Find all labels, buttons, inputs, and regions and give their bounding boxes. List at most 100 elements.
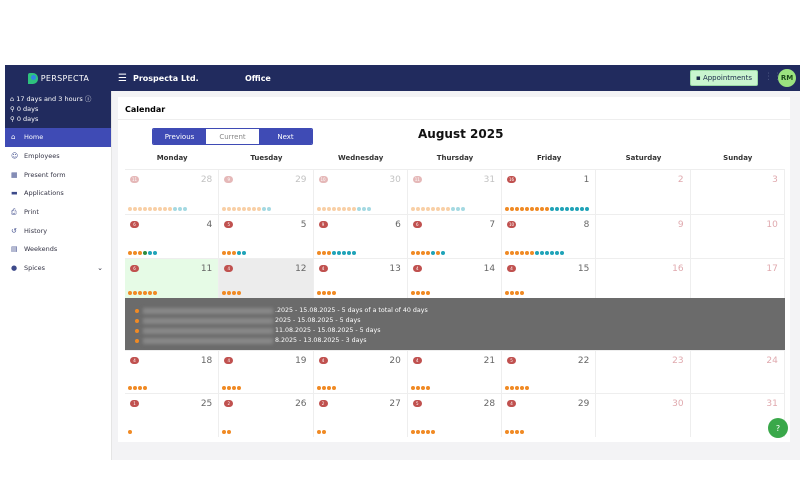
event-dot[interactable] [510, 251, 515, 255]
day-cell[interactable]: 2 27 [313, 394, 408, 437]
event-dot[interactable] [410, 207, 415, 211]
event-dot[interactable] [237, 251, 242, 255]
event-dot[interactable] [430, 430, 435, 434]
day-cell[interactable]: 4 20 [313, 351, 408, 393]
event-dot[interactable] [321, 291, 326, 295]
avatar[interactable]: RM [778, 69, 796, 87]
sidebar-item-weekends[interactable]: ▤ Weekends [5, 240, 111, 259]
current-button[interactable]: Current [206, 129, 259, 144]
day-cell[interactable]: 17 [690, 259, 785, 298]
event-dot[interactable] [410, 291, 415, 295]
sidebar-item-spices[interactable]: ● Spices ⌄ [5, 259, 111, 278]
event-dot[interactable] [565, 207, 570, 211]
event-dot[interactable] [510, 291, 515, 295]
event-dot[interactable] [425, 251, 430, 255]
event-dot[interactable] [570, 207, 575, 211]
day-cell[interactable]: 4 29 [502, 394, 597, 437]
event-dot[interactable] [351, 251, 356, 255]
sidebar-item-applications[interactable]: ▬ Applications [5, 184, 111, 203]
event-dot[interactable] [460, 207, 465, 211]
next-button[interactable]: Next [259, 129, 312, 144]
event-dot[interactable] [520, 291, 525, 295]
event-dot[interactable] [420, 251, 425, 255]
event-dot[interactable] [420, 291, 425, 295]
event-dot[interactable] [425, 430, 430, 434]
event-dot[interactable] [415, 291, 420, 295]
event-dot[interactable] [232, 386, 237, 390]
event-dot[interactable] [420, 386, 425, 390]
event-dot[interactable] [227, 430, 232, 434]
event-dot[interactable] [232, 251, 237, 255]
sidebar-item-employees[interactable]: ☺ Employees [5, 147, 111, 166]
event-dot[interactable] [247, 207, 252, 211]
event-dot[interactable] [257, 207, 262, 211]
event-dot[interactable] [540, 207, 545, 211]
event-dot[interactable] [148, 251, 152, 255]
event-dot[interactable] [555, 251, 560, 255]
event-dot[interactable] [331, 291, 336, 295]
company-name[interactable]: Prospecta Ltd. [132, 73, 199, 83]
day-cell[interactable]: 23 [596, 351, 691, 393]
event-dot[interactable] [580, 207, 585, 211]
event-dot[interactable] [505, 430, 510, 434]
event-dot[interactable] [326, 207, 331, 211]
event-dot[interactable] [560, 207, 565, 211]
event-dot[interactable] [341, 207, 346, 211]
event-dot[interactable] [222, 430, 227, 434]
event-dot[interactable] [148, 207, 152, 211]
event-dot[interactable] [425, 386, 430, 390]
event-dot[interactable] [435, 251, 440, 255]
day-cell[interactable]: 16 [596, 259, 691, 298]
event-dot[interactable] [555, 207, 560, 211]
event-dot[interactable] [326, 251, 331, 255]
event-dot[interactable] [341, 251, 346, 255]
event-dot[interactable] [336, 207, 341, 211]
event-dot[interactable] [143, 207, 147, 211]
event-dot[interactable] [425, 291, 430, 295]
event-dot[interactable] [505, 207, 510, 211]
event-dot[interactable] [415, 430, 420, 434]
event-dot[interactable] [153, 291, 157, 295]
event-dot[interactable] [252, 207, 257, 211]
day-cell[interactable]: 9 29 [219, 170, 314, 214]
event-dot[interactable] [227, 207, 232, 211]
event-dot[interactable] [585, 207, 590, 211]
event-dot[interactable] [430, 207, 435, 211]
event-dot[interactable] [242, 251, 247, 255]
event-dot[interactable] [450, 207, 455, 211]
event-dot[interactable] [545, 207, 550, 211]
event-dot[interactable] [138, 291, 142, 295]
event-dot[interactable] [440, 207, 445, 211]
event-dot[interactable] [560, 251, 565, 255]
day-cell[interactable]: 9 [596, 215, 691, 258]
event-dot[interactable] [420, 207, 425, 211]
event-dot[interactable] [227, 251, 232, 255]
event-dot[interactable] [232, 291, 237, 295]
event-dot[interactable] [316, 386, 321, 390]
event-dot[interactable] [505, 291, 510, 295]
day-cell[interactable]: 10 30 [313, 170, 408, 214]
event-dot[interactable] [128, 386, 132, 390]
event-dot[interactable] [520, 430, 525, 434]
event-dot[interactable] [540, 251, 545, 255]
event-dot[interactable] [550, 207, 555, 211]
day-cell[interactable]: 5 28 [407, 394, 503, 437]
event-dot[interactable] [415, 251, 420, 255]
event-dot[interactable] [356, 207, 361, 211]
info-icon[interactable]: ⓘ [84, 95, 92, 103]
event-dot[interactable] [316, 430, 321, 434]
event-dot[interactable] [163, 207, 167, 211]
event-dot[interactable] [575, 207, 580, 211]
event-dot[interactable] [143, 386, 147, 390]
event-dot[interactable] [168, 207, 172, 211]
event-dot[interactable] [237, 291, 242, 295]
event-dot[interactable] [430, 251, 435, 255]
event-dot[interactable] [515, 386, 520, 390]
event-dot[interactable] [515, 430, 520, 434]
event-dot[interactable] [237, 386, 242, 390]
event-dot[interactable] [321, 251, 326, 255]
